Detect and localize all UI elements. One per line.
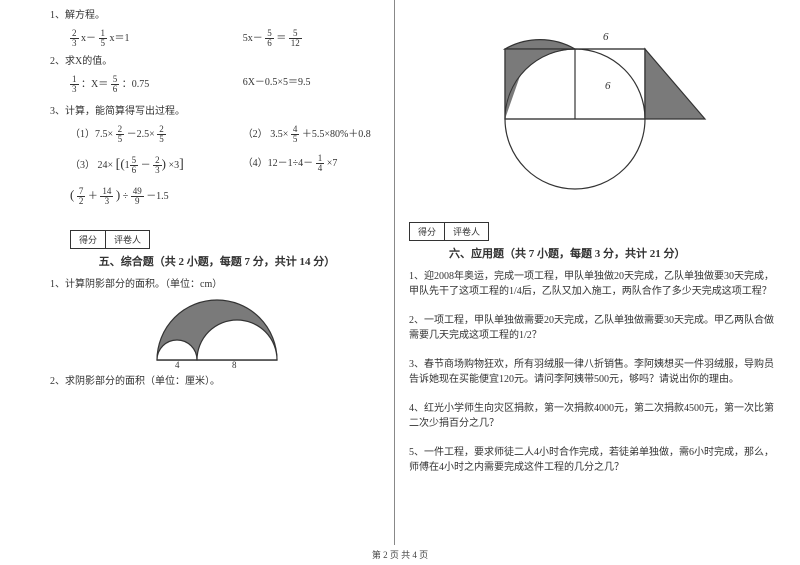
grader-label: 评卷人 bbox=[106, 231, 149, 248]
left-column: 1、解方程。 23 x－ 15 x＝1 5x－ 56 ＝ 512 2、求X的值。… bbox=[0, 0, 395, 545]
sec6-q5: 5、一件工程，要求师徒二人4小时合作完成，若徒弟单独做，需6小时完成，那么，师傅… bbox=[409, 445, 780, 475]
page-footer: 第 2 页 共 4 页 bbox=[0, 548, 800, 561]
q3-p5: ( 72 ＋ 143 ) ÷ 499 －1.5 bbox=[50, 185, 384, 206]
fig1-label-4: 4 bbox=[175, 360, 180, 368]
q1-eqB: 5x－ 56 ＝ 512 bbox=[243, 29, 384, 48]
q3-p3: （3） 24× [(156 － 23) ×3] bbox=[70, 154, 243, 175]
q1-stem: 1、解方程。 bbox=[50, 8, 384, 23]
score-table-5: 得分 评卷人 bbox=[70, 222, 384, 249]
fig1-label-8: 8 bbox=[232, 360, 237, 368]
q3-p4: （4）12－1÷4－ 14 ×7 bbox=[243, 154, 384, 175]
figure-1: 4 8 bbox=[50, 298, 384, 368]
fig2-inner-label: 6 bbox=[605, 80, 611, 92]
section-6-title: 六、应用题（共 7 小题，每题 3 分，共计 21 分） bbox=[409, 245, 780, 261]
score-label: 得分 bbox=[410, 223, 445, 240]
q3-stem: 3、计算，能简算得写出过程。 bbox=[50, 104, 384, 119]
sec6-q1: 1、迎2008年奥运，完成一项工程，甲队单独做20天完成，乙队单独做要30天完成… bbox=[409, 269, 780, 299]
q2-stem: 2、求X的值。 bbox=[50, 54, 384, 69]
q2-eqs: 13 ：X＝ 56 ：0.75 6X－0.5×5＝9.5 bbox=[50, 75, 384, 94]
fig2-top-label: 6 bbox=[603, 31, 609, 43]
grader-label: 评卷人 bbox=[445, 223, 488, 240]
q3-row2: （3） 24× [(156 － 23) ×3] （4）12－1÷4－ 14 ×7 bbox=[50, 154, 384, 175]
sec5-q1: 1、计算阴影部分的面积。（单位：cm） bbox=[50, 277, 384, 292]
right-column: 6 6 得分 评卷人 六、应用题（共 7 小题，每题 3 分，共计 21 分） … bbox=[395, 0, 800, 545]
q2-eqA: 13 ：X＝ 56 ：0.75 bbox=[70, 75, 243, 94]
sec6-q3: 3、春节商场购物狂欢，所有羽绒服一律八折销售。李阿姨想买一件羽绒服，导购员告诉她… bbox=[409, 357, 780, 387]
score-table-6: 得分 评卷人 bbox=[409, 214, 780, 241]
sec6-q2: 2、一项工程，甲队单独做需要20天完成，乙队单独做需要30天完成。甲乙两队合做需… bbox=[409, 313, 780, 343]
q3-p1: （1）7.5× 25 －2.5× 25 bbox=[70, 125, 243, 144]
q2-eqB: 6X－0.5×5＝9.5 bbox=[243, 75, 384, 94]
q1-eqA: 23 x－ 15 x＝1 bbox=[70, 29, 243, 48]
section-5-title: 五、综合题（共 2 小题，每题 7 分，共计 14 分） bbox=[50, 253, 384, 269]
sec5-q2: 2、求阴影部分的面积（单位：厘米）。 bbox=[50, 374, 384, 389]
q3-p2: （2） 3.5× 45 ＋5.5×80%＋0.8 bbox=[243, 125, 384, 144]
sec6-q4: 4、红光小学师生向灾区捐款，第一次捐款4000元，第二次捐款4500元，第一次比… bbox=[409, 401, 780, 431]
q1-eqs: 23 x－ 15 x＝1 5x－ 56 ＝ 512 bbox=[50, 29, 384, 48]
score-label: 得分 bbox=[71, 231, 106, 248]
q3-row1: （1）7.5× 25 －2.5× 25 （2） 3.5× 45 ＋5.5×80%… bbox=[50, 125, 384, 144]
figure-2: 6 6 bbox=[409, 14, 780, 194]
